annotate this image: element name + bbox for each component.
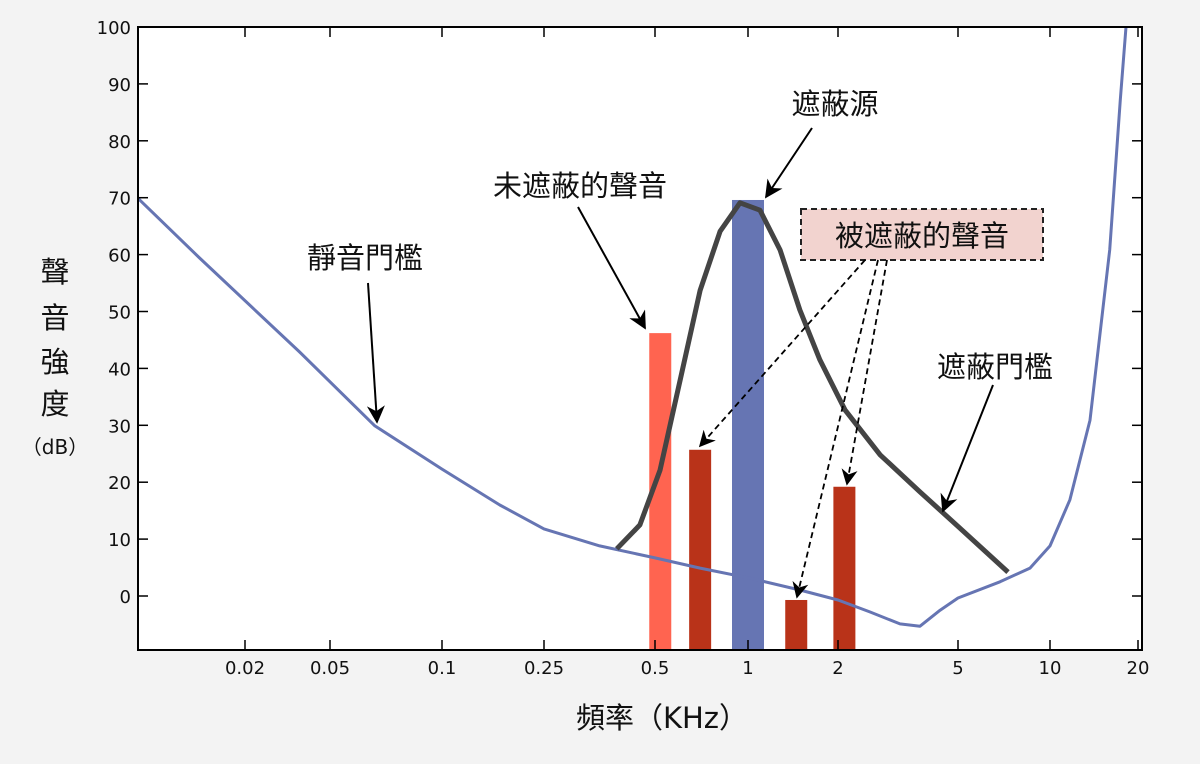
x-tick-label: 0.5	[641, 658, 670, 679]
plot-frame	[137, 26, 1143, 651]
x-tick-label: 0.02	[225, 658, 265, 679]
y-tick-label: 30	[108, 416, 131, 437]
masking-threshold-line	[615, 200, 1010, 574]
bar-unmasked	[649, 333, 672, 650]
x-tick-label: 5	[952, 658, 963, 679]
bar-masked	[689, 449, 712, 650]
x-tick-label: 2	[832, 658, 843, 679]
bar-masked	[833, 486, 856, 650]
arrow-masked-sound-1	[698, 259, 866, 448]
y-tick-label: 50	[108, 303, 131, 324]
y-tick-label: 20	[108, 473, 131, 494]
x-label: 頻率（KHz）	[576, 701, 748, 735]
x-tick-label: 0.05	[310, 658, 350, 679]
y-tick-label: 0	[120, 587, 131, 608]
arrow-masker	[765, 127, 813, 199]
bar-masked	[785, 599, 808, 650]
x-tick-label: 20	[1127, 658, 1150, 679]
y-label-char: 聲	[40, 255, 69, 289]
y-tick-label: 90	[108, 75, 131, 96]
y-label-char: 強	[40, 345, 69, 379]
x-tick-label: 1	[742, 658, 753, 679]
plot-area	[138, 27, 1142, 650]
annotation-masker: 遮蔽源	[791, 87, 878, 121]
bar-masker	[732, 199, 764, 650]
annotation-masking-threshold: 遮蔽門檻	[937, 350, 1053, 384]
y-tick-label: 10	[108, 530, 131, 551]
y-tick-label: 100	[97, 18, 131, 39]
arrow-quiet-threshold	[366, 282, 385, 424]
annotation-unmasked-sound: 未遮蔽的聲音	[493, 169, 667, 203]
x-tick-label: 10	[1039, 658, 1062, 679]
arrow-masked-sound-3	[841, 259, 888, 486]
y-tick-label: 80	[108, 132, 131, 153]
annotation-quiet-threshold: 靜音門檻	[307, 241, 423, 275]
y-label-unit: （dB）	[22, 435, 88, 459]
annotation-masked-sound: 被遮蔽的聲音	[835, 219, 1009, 253]
y-tick-label: 40	[108, 359, 131, 380]
y-label-char: 音	[40, 301, 69, 335]
x-tick-label: 0.25	[524, 658, 564, 679]
arrow-masked-sound-2	[792, 259, 879, 599]
y-label-char: 度	[40, 387, 69, 421]
quiet-threshold-line	[136, 26, 1128, 628]
masked-sound-box	[800, 208, 1044, 261]
y-tick-label: 70	[108, 189, 131, 210]
y-tick-label: 60	[108, 246, 131, 267]
x-tick-label: 0.1	[428, 658, 457, 679]
arrow-unmasked-sound	[577, 206, 646, 330]
arrow-masking-threshold	[940, 384, 994, 513]
